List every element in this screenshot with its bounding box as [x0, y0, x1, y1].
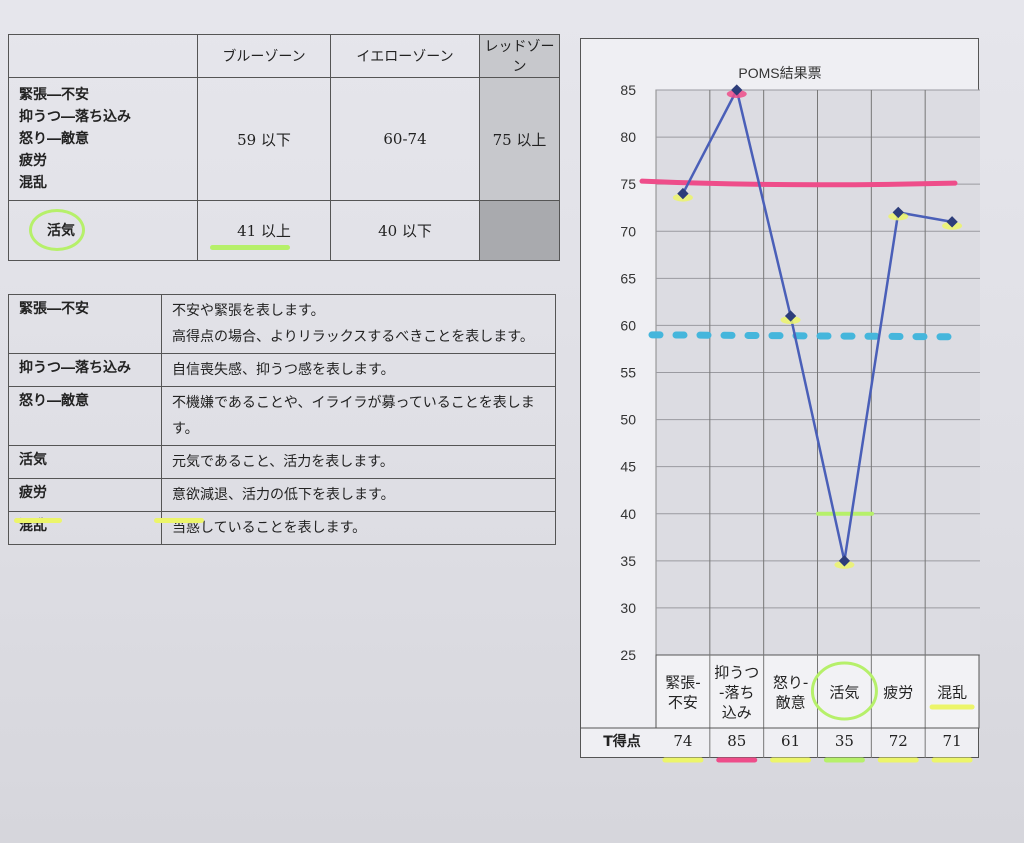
- hand-drawn-blue-zone-line: [648, 331, 959, 341]
- chart-title: POMS結果票: [738, 65, 821, 81]
- zone-table: ブルーゾーン イエローゾーン レッドゾーン 緊張―不安 抑うつ―落ち込み 怒り―…: [8, 34, 560, 261]
- hand-drawn-red-zone-line: [639, 178, 958, 188]
- green-circle-highlight: [810, 661, 878, 721]
- zone-label: 抑うつ―落ち込み: [19, 109, 131, 125]
- description-line: 元気であること、活力を表します。: [172, 454, 394, 470]
- description-row: 疲労 意欲減退、活力の低下を表します。: [8, 478, 556, 512]
- description-text: 不安や緊張を表します。高得点の場合、よりリラックスするべきことを表します。: [161, 294, 556, 354]
- category-label: 緊張-: [665, 674, 700, 692]
- series-line: [681, 88, 953, 563]
- description-table: 緊張―不安 不安や緊張を表します。高得点の場合、よりリラックスするべきことを表しま…: [8, 294, 556, 545]
- y-tick-label: 70: [620, 223, 636, 239]
- zone-row-vigor-label: 活気: [8, 200, 198, 261]
- description-term: 抑うつ―落ち込み: [8, 353, 162, 387]
- category-label: 疲労: [883, 684, 913, 702]
- zone-label: 緊張―不安: [19, 87, 89, 103]
- y-tick-label: 60: [620, 317, 636, 333]
- category-label: 抑うつ: [714, 664, 759, 682]
- description-row: 混乱 当惑していることを表します。: [8, 511, 556, 545]
- category-label: 込み: [722, 704, 752, 722]
- category-label: 敵意: [776, 694, 806, 712]
- category-label: 混乱: [937, 684, 967, 702]
- description-line: 当惑していることを表します。: [172, 520, 367, 536]
- y-tick-label: 35: [620, 553, 636, 569]
- description-term: 疲労: [8, 478, 162, 512]
- y-tick-label: 80: [620, 129, 636, 145]
- description-row: 緊張―不安 不安や緊張を表します。高得点の場合、よりリラックスするべきことを表しま…: [8, 294, 556, 354]
- y-tick-label: 45: [620, 459, 636, 475]
- score-value: 85: [727, 732, 746, 750]
- description-term: 活気: [8, 445, 162, 479]
- score-value: 71: [943, 732, 962, 750]
- description-text: 自信喪失感、抑うつ感を表します。: [161, 353, 556, 387]
- score-value: 74: [673, 732, 692, 750]
- description-text: 意欲減退、活力の低下を表します。: [161, 478, 556, 512]
- category-label: 不安: [668, 694, 698, 712]
- zone-row-negative: 緊張―不安 抑うつ―落ち込み 怒り―敵意 疲労 混乱 59 以下 60-74 7…: [8, 77, 560, 201]
- score-value: 35: [835, 732, 854, 750]
- zone-label: 怒り―敵意: [19, 131, 89, 147]
- description-text: 元気であること、活力を表します。: [161, 445, 556, 479]
- green-underline-highlight: [210, 245, 290, 250]
- category-label: -落ち: [719, 684, 754, 702]
- zone-blue-vigor-value: 41 以上: [237, 222, 291, 240]
- zone-yellow-negative: 60-74: [330, 77, 480, 201]
- description-term: 怒り―敵意: [8, 386, 162, 446]
- zone-row-negative-labels: 緊張―不安 抑うつ―落ち込み 怒り―敵意 疲労 混乱: [8, 77, 198, 201]
- zone-header-row: ブルーゾーン イエローゾーン レッドゾーン: [8, 34, 560, 78]
- yellow-underline-highlight: [14, 518, 62, 523]
- y-tick-label: 50: [620, 412, 636, 428]
- description-line: 不機嫌であることや、イライラが募っていることを表します。: [172, 395, 535, 437]
- description-row: 怒り―敵意 不機嫌であることや、イライラが募っていることを表します。: [8, 386, 556, 446]
- data-point: [946, 216, 958, 228]
- score-value: 61: [781, 732, 800, 750]
- score-value: 72: [889, 732, 908, 750]
- green-circle-highlight: [29, 209, 85, 251]
- zone-header-blue: ブルーゾーン: [197, 34, 331, 78]
- data-point: [892, 206, 904, 219]
- zone-header-yellow: イエローゾーン: [330, 34, 480, 78]
- y-tick-label: 55: [620, 365, 636, 381]
- zone-red-vigor: [479, 200, 560, 261]
- description-term: 混乱: [8, 511, 162, 545]
- y-tick-label: 30: [620, 600, 636, 616]
- description-row: 活気 元気であること、活力を表します。: [8, 445, 556, 479]
- zone-red-negative: 75 以上: [479, 77, 560, 201]
- category-label: 怒り-: [773, 674, 808, 692]
- y-tick-label: 75: [620, 176, 636, 192]
- description-term: 緊張―不安: [8, 294, 162, 354]
- description-line: 自信喪失感、抑うつ感を表します。: [172, 362, 395, 378]
- zone-header-empty: [8, 34, 198, 78]
- y-tick-label: 40: [620, 506, 636, 522]
- description-line: 意欲減退、活力の低下を表します。: [172, 487, 395, 503]
- description-line: 不安や緊張を表します。: [172, 303, 325, 319]
- y-tick-label: 85: [620, 82, 636, 98]
- zone-header-red: レッドゾーン: [479, 34, 560, 78]
- zone-label: 混乱: [19, 175, 47, 191]
- y-tick-label: 25: [620, 647, 636, 663]
- description-text: 当惑していることを表します。: [161, 511, 556, 545]
- data-point: [838, 555, 851, 567]
- score-row-label: T得点: [603, 733, 641, 750]
- zone-yellow-vigor: 40 以下: [330, 200, 480, 261]
- yellow-underline-highlight: [154, 518, 204, 523]
- category-label: 活気: [829, 684, 859, 702]
- zone-blue-negative: 59 以下: [197, 77, 331, 201]
- y-tick-label: 65: [620, 270, 636, 286]
- description-text: 不機嫌であることや、イライラが募っていることを表します。: [161, 386, 556, 446]
- description-line: 高得点の場合、よりリラックスするべきことを表します。: [172, 329, 534, 345]
- zone-label: 疲労: [19, 153, 47, 169]
- zone-row-vigor: 活気 41 以上 40 以下: [8, 200, 560, 261]
- description-row: 抑うつ―落ち込み 自信喪失感、抑うつ感を表します。: [8, 353, 556, 387]
- zone-blue-vigor: 41 以上: [197, 200, 331, 261]
